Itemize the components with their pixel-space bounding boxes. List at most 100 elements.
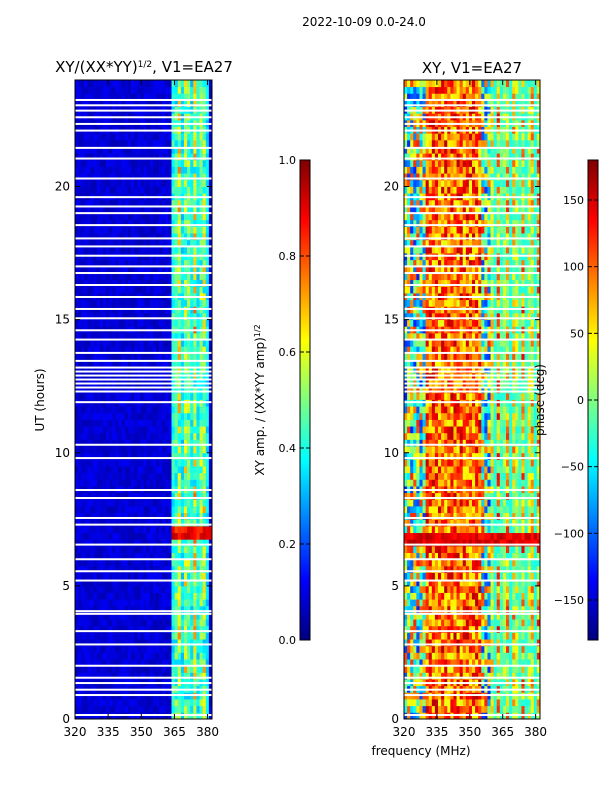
left-heatmap-cell (134, 279, 138, 287)
left-heatmap-cell (168, 565, 172, 573)
left-heatmap-cell (162, 406, 166, 414)
left-heatmap-cell (96, 506, 101, 514)
right-heatmap-cell (518, 705, 522, 713)
left-heatmap-cell (115, 466, 119, 474)
left-heatmap-cell (165, 506, 169, 514)
left-heatmap-cell (168, 492, 172, 500)
left-heatmap-cell (140, 319, 144, 327)
left-heatmap-cell (143, 672, 148, 680)
left-heatmap-cell (174, 426, 179, 434)
left-heatmap-cell (177, 386, 182, 394)
left-heatmap-cell (202, 133, 207, 141)
left-heatmap-cell (84, 386, 88, 394)
left-heatmap-cell (174, 259, 179, 267)
left-heatmap-cell (143, 545, 148, 553)
left-heatmap-cell (155, 639, 160, 647)
left-heatmap-cell (90, 166, 95, 174)
left-heatmap-cell (174, 506, 179, 514)
left-heatmap-cell (190, 246, 194, 254)
left-heatmap-cell (121, 652, 126, 660)
left-heatmap-cell (106, 392, 110, 400)
left-heatmap-cell (84, 572, 88, 580)
left-heatmap-cell (196, 705, 200, 713)
right-heatmap-cell (475, 699, 479, 707)
left-heatmap-cell (180, 545, 185, 553)
left-xtick-label: 365 (163, 725, 186, 739)
left-heatmap-cell (75, 579, 79, 587)
left-heatmap-cell (106, 652, 110, 660)
left-heatmap-cell (180, 565, 185, 573)
left-heatmap-cell (199, 86, 204, 94)
left-heatmap-cell (81, 492, 85, 500)
left-heatmap-cell (208, 93, 213, 101)
left-heatmap-cell (87, 346, 91, 354)
left-heatmap-cell (140, 705, 144, 713)
left-heatmap-cell (109, 426, 113, 434)
left-heatmap-cell (140, 699, 144, 707)
left-heatmap-cell (115, 446, 119, 454)
left-heatmap-cell (140, 273, 144, 281)
left-heatmap-cell (146, 133, 151, 141)
right-heatmap-cell (499, 639, 504, 647)
left-heatmap-cell (168, 273, 172, 281)
left-heatmap-cell (81, 133, 85, 141)
left-heatmap-cell (187, 139, 191, 147)
left-flag-line (75, 254, 212, 257)
left-heatmap-cell (78, 439, 82, 447)
left-heatmap-cell (183, 206, 188, 214)
left-heatmap-cell (96, 86, 101, 94)
left-heatmap-cell (109, 459, 113, 467)
left-heatmap-cell (124, 492, 129, 500)
left-heatmap-cell (193, 519, 197, 527)
left-heatmap-cell (112, 552, 116, 560)
left-heatmap-cell (112, 479, 116, 487)
left-heatmap-cell (187, 506, 191, 514)
left-heatmap-cell (93, 432, 98, 440)
left-heatmap-cell (187, 625, 191, 633)
left-heatmap-cell (174, 639, 179, 647)
left-heatmap-cell (152, 346, 157, 354)
left-heatmap-cell (81, 346, 85, 354)
left-heatmap-cell (140, 439, 144, 447)
left-ytick-label: 0 (62, 712, 70, 726)
left-heatmap-cell (205, 705, 210, 713)
right-heatmap-cell (422, 625, 427, 633)
right-heatmap-cell (518, 625, 522, 633)
left-heatmap-cell (159, 359, 163, 367)
amplitude-colorbar-tick-label: 0.4 (279, 442, 297, 455)
left-heatmap-cell (196, 186, 200, 194)
left-heatmap-cell (187, 312, 191, 321)
left-ylabel: UT (hours) (33, 368, 47, 431)
left-heatmap-cell (121, 645, 126, 653)
left-heatmap-cell (106, 612, 110, 620)
left-heatmap-cell (81, 466, 85, 474)
left-heatmap-cell (115, 512, 119, 520)
left-heatmap-cell (75, 605, 79, 613)
left-heatmap-cell (187, 239, 191, 247)
left-heatmap-cell (81, 439, 85, 447)
right-heatmap-cell (462, 705, 467, 713)
left-heatmap-cell (202, 419, 207, 427)
right-heatmap-cell (509, 625, 513, 633)
left-heatmap-cell (196, 206, 200, 214)
left-heatmap-cell (187, 80, 191, 88)
right-heatmap-cell (487, 705, 491, 713)
left-heatmap-cell (96, 233, 101, 241)
left-heatmap-cell (75, 133, 79, 141)
left-heatmap-cell (199, 386, 204, 394)
left-heatmap-cell (131, 672, 135, 680)
right-heatmap-cell (521, 699, 525, 707)
left-heatmap-cell (131, 585, 135, 593)
left-heatmap-cell (183, 539, 188, 547)
right-heatmap-cell (450, 665, 454, 673)
left-heatmap-cell (87, 612, 91, 620)
left-heatmap-cell (106, 459, 110, 467)
left-heatmap-cell (134, 565, 138, 573)
right-heatmap-cell (536, 699, 541, 707)
left-heatmap-cell (121, 632, 126, 640)
left-heatmap-cell (112, 266, 116, 274)
left-heatmap-cell (127, 392, 132, 400)
left-heatmap-cell (87, 213, 91, 221)
left-heatmap-cell (78, 332, 82, 340)
left-heatmap-cell (143, 439, 148, 447)
